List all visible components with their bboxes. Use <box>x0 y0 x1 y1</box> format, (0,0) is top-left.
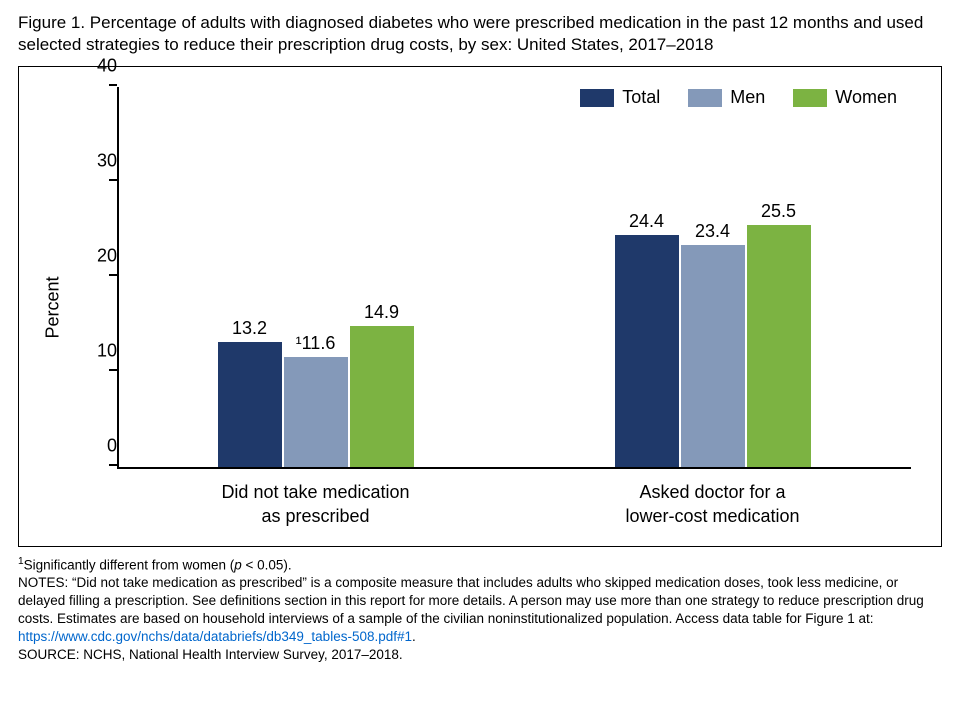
bar-group: 13.2 ¹11.6 14.9 <box>117 87 514 467</box>
bar-men: ¹11.6 <box>284 333 348 467</box>
bar-rect <box>615 235 679 467</box>
legend-swatch <box>580 89 614 107</box>
legend-item-men: Men <box>688 87 765 108</box>
legend: Total Men Women <box>580 87 897 108</box>
legend-swatch <box>688 89 722 107</box>
y-tick-label: 40 <box>67 56 117 77</box>
bar-rect <box>747 225 811 467</box>
bar-group: 24.4 23.4 25.5 <box>514 87 911 467</box>
bar-value-label: 14.9 <box>364 302 399 323</box>
y-tick-mark <box>109 464 117 466</box>
footnote-p: p <box>234 557 242 572</box>
notes-link[interactable]: https://www.cdc.gov/nchs/data/databriefs… <box>18 629 412 644</box>
y-tick-mark <box>109 179 117 181</box>
footnotes: 1Significantly different from women (p <… <box>18 555 942 663</box>
bar-value-label: ¹11.6 <box>296 333 336 354</box>
bar-value-label: 13.2 <box>232 318 267 339</box>
bar-rect <box>284 357 348 467</box>
legend-label: Men <box>730 87 765 108</box>
chart-frame: Percent TotalMenWomen 13.2¹11.614.924.42… <box>18 66 942 547</box>
bar-rect <box>350 326 414 468</box>
x-axis-label: Asked doctor for a lower-cost medication <box>514 481 911 528</box>
legend-item-women: Women <box>793 87 897 108</box>
bar-women: 25.5 <box>747 201 811 467</box>
notes-label: NOTES: <box>18 575 72 590</box>
legend-label: Women <box>835 87 897 108</box>
y-tick-label: 20 <box>67 246 117 267</box>
plot-area: TotalMenWomen 13.2¹11.614.924.423.425.5 … <box>117 87 911 469</box>
figure-title: Figure 1. Percentage of adults with diag… <box>18 12 942 56</box>
legend-label: Total <box>622 87 660 108</box>
y-tick-mark <box>109 274 117 276</box>
y-tick-mark <box>109 84 117 86</box>
source-label: SOURCE: <box>18 647 83 662</box>
bar-men: 23.4 <box>681 221 745 467</box>
bar-rect <box>681 245 745 467</box>
y-tick-label: 10 <box>67 341 117 362</box>
x-axis-labels: Did not take medication as prescribedAsk… <box>117 481 911 528</box>
bar-total: 13.2 <box>218 318 282 467</box>
bar-value-label: 25.5 <box>761 201 796 222</box>
notes-tail: . <box>412 629 416 644</box>
y-tick-label: 0 <box>67 436 117 457</box>
x-axis-label: Did not take medication as prescribed <box>117 481 514 528</box>
footnote-1-tail: < 0.05). <box>242 557 292 572</box>
bar-value-label: 23.4 <box>695 221 730 242</box>
footnote-1-text: Significantly different from women ( <box>24 557 235 572</box>
bar-women: 14.9 <box>350 302 414 468</box>
source-text: NCHS, National Health Interview Survey, … <box>83 647 402 662</box>
bar-total: 24.4 <box>615 211 679 467</box>
bar-groups: 13.2 ¹11.6 14.9 24.4 23.4 25.5 <box>117 87 911 467</box>
bar-value-label: 24.4 <box>629 211 664 232</box>
legend-item-total: Total <box>580 87 660 108</box>
bar-rect <box>218 342 282 467</box>
legend-swatch <box>793 89 827 107</box>
y-tick-label: 30 <box>67 151 117 172</box>
y-tick-mark <box>109 369 117 371</box>
y-axis-label: Percent <box>43 277 64 339</box>
notes-text: “Did not take medication as prescribed” … <box>18 575 924 626</box>
